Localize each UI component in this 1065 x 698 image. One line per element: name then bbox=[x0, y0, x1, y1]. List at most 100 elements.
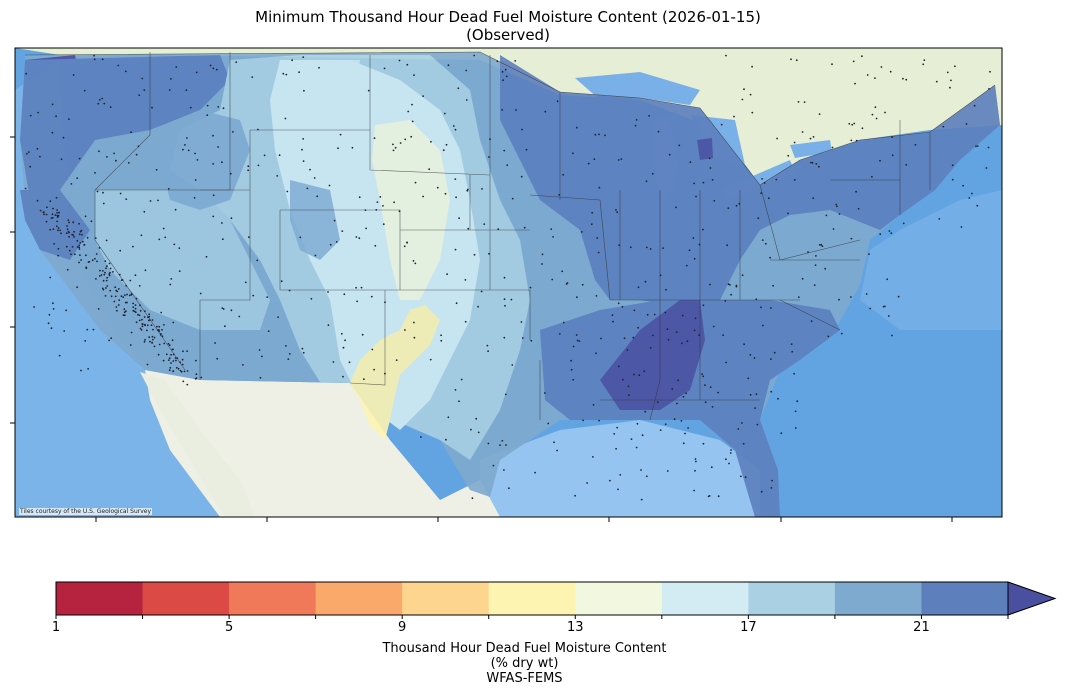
station-dot bbox=[440, 339, 443, 342]
station-dot bbox=[738, 202, 741, 205]
station-dot bbox=[854, 82, 856, 85]
station-dot bbox=[562, 321, 565, 324]
station-dot bbox=[664, 311, 667, 314]
station-dot bbox=[57, 214, 60, 217]
station-dot bbox=[133, 310, 136, 313]
station-dot bbox=[105, 279, 108, 282]
station-dot bbox=[123, 311, 126, 314]
station-dot bbox=[398, 59, 401, 62]
station-dot bbox=[985, 167, 988, 169]
station-dot bbox=[278, 154, 281, 157]
station-dot bbox=[143, 316, 146, 318]
station-dot bbox=[611, 314, 614, 316]
station-dot bbox=[668, 153, 671, 156]
station-dot bbox=[685, 392, 688, 395]
station-dot bbox=[141, 325, 144, 328]
station-dot bbox=[332, 361, 335, 363]
station-dot bbox=[675, 331, 678, 333]
station-dot bbox=[49, 200, 52, 203]
station-dot bbox=[562, 173, 565, 176]
colorbar bbox=[55, 581, 1057, 619]
station-dot bbox=[183, 370, 186, 373]
station-dot bbox=[373, 368, 375, 371]
station-dot bbox=[149, 200, 152, 202]
station-dot bbox=[244, 281, 247, 284]
station-dot bbox=[379, 196, 382, 198]
station-dot bbox=[51, 131, 54, 134]
station-dot bbox=[66, 225, 68, 227]
station-dot bbox=[212, 134, 214, 137]
station-dot bbox=[671, 388, 674, 390]
station-dot bbox=[613, 433, 616, 435]
east-dark-region bbox=[500, 55, 1000, 310]
station-dot bbox=[266, 296, 269, 298]
station-dot bbox=[115, 289, 118, 292]
station-dot bbox=[760, 192, 763, 195]
station-dot bbox=[521, 337, 524, 339]
station-dot bbox=[224, 325, 226, 328]
station-dot bbox=[578, 340, 581, 342]
station-dot bbox=[744, 476, 747, 479]
station-dot bbox=[454, 178, 457, 181]
station-dot bbox=[708, 157, 711, 160]
station-dot bbox=[302, 56, 305, 58]
station-dot bbox=[96, 260, 98, 263]
station-dot bbox=[65, 309, 67, 312]
station-dot bbox=[100, 274, 103, 276]
station-dot bbox=[753, 357, 756, 359]
west-coast-dark bbox=[20, 190, 90, 260]
station-dot bbox=[178, 270, 181, 272]
station-dot bbox=[570, 368, 573, 371]
station-dot bbox=[174, 208, 177, 211]
station-dot bbox=[572, 345, 575, 348]
station-dot bbox=[78, 248, 81, 250]
station-dot bbox=[976, 204, 979, 207]
station-dot bbox=[465, 99, 468, 101]
atlantic-coastal bbox=[860, 190, 1002, 330]
station-dot bbox=[652, 334, 654, 337]
station-dot bbox=[693, 489, 695, 492]
station-dot bbox=[285, 73, 288, 76]
station-dot bbox=[710, 466, 713, 469]
station-dot bbox=[164, 236, 167, 239]
station-dot bbox=[644, 280, 647, 283]
station-dot bbox=[492, 464, 495, 467]
colorbar-tick-label: 13 bbox=[566, 620, 584, 635]
deep-south-max bbox=[600, 300, 705, 410]
station-dot bbox=[824, 267, 827, 270]
station-dot bbox=[79, 242, 82, 244]
station-dot bbox=[122, 314, 125, 316]
station-dot bbox=[976, 145, 979, 147]
station-dot bbox=[447, 416, 450, 419]
station-dot bbox=[140, 329, 143, 331]
station-dot bbox=[598, 133, 600, 136]
station-dot bbox=[87, 261, 90, 263]
station-dot bbox=[725, 361, 727, 364]
station-dot bbox=[768, 197, 770, 200]
station-dot bbox=[818, 244, 821, 246]
station-dot bbox=[114, 295, 117, 298]
station-dot bbox=[79, 230, 82, 233]
station-dot bbox=[627, 385, 630, 388]
station-dot bbox=[151, 341, 154, 344]
station-dot bbox=[206, 104, 209, 107]
station-dot bbox=[665, 288, 667, 291]
station-dot bbox=[404, 329, 406, 331]
station-dot bbox=[288, 353, 291, 355]
station-dot bbox=[58, 211, 60, 214]
station-dot bbox=[780, 432, 783, 435]
station-dot bbox=[702, 228, 704, 231]
station-dot bbox=[232, 131, 234, 133]
station-dot bbox=[742, 442, 745, 445]
station-dot bbox=[156, 325, 158, 328]
station-dot bbox=[487, 442, 490, 445]
station-dot bbox=[214, 342, 217, 344]
station-dot bbox=[333, 219, 336, 222]
station-dot bbox=[200, 376, 203, 379]
station-dot bbox=[152, 328, 154, 331]
station-dot bbox=[693, 329, 696, 332]
station-dot bbox=[693, 257, 696, 260]
station-dot bbox=[688, 249, 691, 252]
station-dot bbox=[302, 160, 305, 163]
station-dot bbox=[50, 327, 53, 330]
